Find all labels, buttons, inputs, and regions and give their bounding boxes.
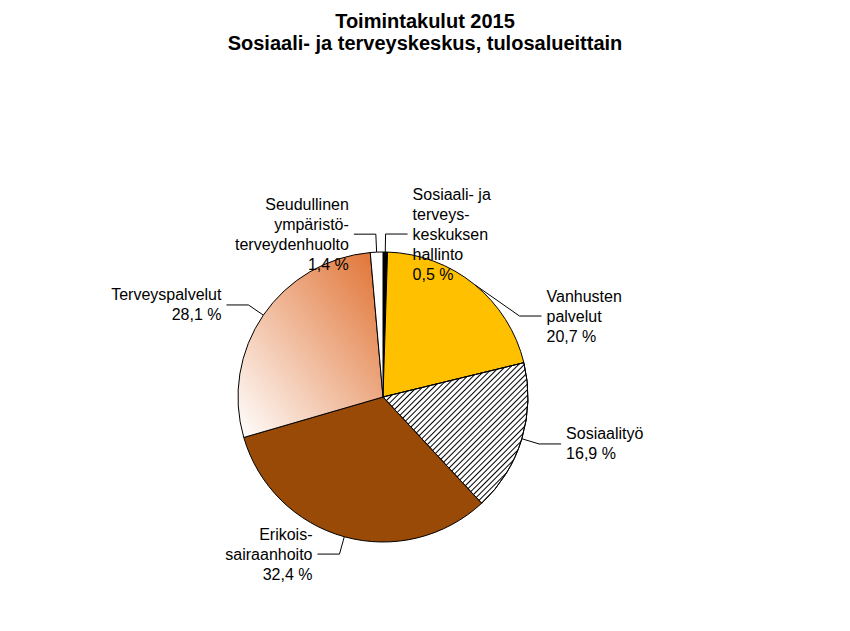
svg-text:Sosiaalityö: Sosiaalityö [566, 425, 643, 442]
svg-text:0,5 %: 0,5 % [413, 266, 454, 283]
svg-text:Toimintakulut 2015: Toimintakulut 2015 [335, 10, 515, 32]
svg-text:Terveyspalvelut: Terveyspalvelut [111, 286, 222, 303]
svg-text:palvelut: palvelut [547, 308, 603, 325]
svg-text:hallinto: hallinto [413, 246, 464, 263]
svg-text:sairaanhoito: sairaanhoito [225, 546, 312, 563]
svg-text:32,4 %: 32,4 % [263, 566, 313, 583]
svg-text:terveys-: terveys- [413, 206, 470, 223]
svg-text:Erikois-: Erikois- [259, 526, 312, 543]
svg-text:Sosiaali- ja: Sosiaali- ja [413, 186, 491, 203]
svg-text:Seudullinen: Seudullinen [265, 196, 349, 213]
svg-text:1,4 %: 1,4 % [308, 256, 349, 273]
svg-text:Sosiaali- ja terveyskeskus, tu: Sosiaali- ja terveyskeskus, tulosalueitt… [228, 32, 623, 54]
svg-text:28,1 %: 28,1 % [172, 306, 222, 323]
svg-text:16,9 %: 16,9 % [566, 445, 616, 462]
svg-text:ympäristö-: ympäristö- [274, 216, 349, 233]
svg-text:terveydenhuolto: terveydenhuolto [235, 236, 349, 253]
svg-text:Vanhusten: Vanhusten [547, 288, 622, 305]
svg-text:20,7 %: 20,7 % [547, 328, 597, 345]
svg-text:keskuksen: keskuksen [413, 226, 489, 243]
